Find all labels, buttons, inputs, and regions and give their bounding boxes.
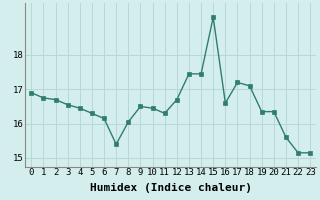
X-axis label: Humidex (Indice chaleur): Humidex (Indice chaleur) [90,182,252,193]
